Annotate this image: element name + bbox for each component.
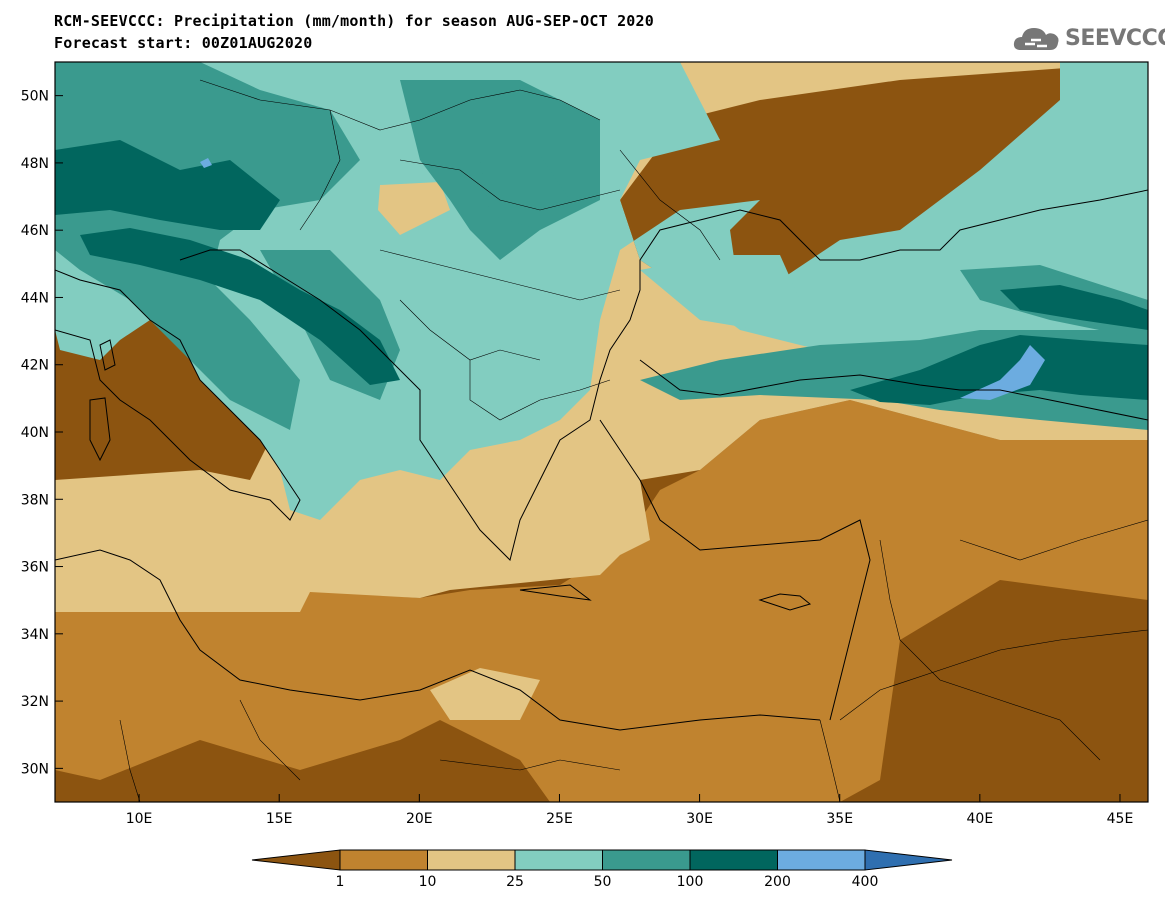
lon-tick-label: 40E	[967, 811, 994, 827]
colorbar-label: 25	[506, 874, 524, 890]
lon-tick-label: 10E	[126, 811, 153, 827]
lon-tick-label: 30E	[686, 811, 713, 827]
lon-tick-label: 35E	[826, 811, 853, 827]
map-title: RCM-SEEVCCC: Precipitation (mm/month) fo…	[54, 12, 654, 30]
colorbar-label: 400	[851, 874, 879, 890]
colorbar-label: 10	[418, 874, 437, 890]
colorbar	[251, 849, 953, 871]
lat-tick-label: 36N	[21, 560, 49, 576]
colorbar-label: 1	[335, 874, 345, 890]
lat-tick-label: 44N	[21, 290, 49, 306]
country-borders	[119, 79, 1148, 802]
forecast-start: Forecast start: 00Z01AUG2020	[54, 34, 313, 52]
lat-tick-label: 50N	[21, 89, 49, 105]
colorbar-swatch	[777, 849, 866, 871]
seevccc-logo: SEEVCCC	[1011, 22, 1165, 56]
lon-tick-label: 15E	[266, 811, 293, 827]
lon-tick-label: 25E	[546, 811, 573, 827]
lon-axis: 10E 15E 20E 25E 30E 35E 40E 45E	[126, 794, 1134, 827]
lat-tick-label: 30N	[21, 761, 49, 777]
lon-tick-label: 20E	[406, 811, 433, 827]
logo-text: SEEVCCC	[1065, 26, 1165, 51]
lon-tick-label: 45E	[1107, 811, 1134, 827]
colorbar-label: 200	[764, 874, 791, 890]
colorbar-over-arrow	[864, 849, 953, 871]
lat-tick-label: 38N	[21, 492, 49, 508]
lat-tick-label: 40N	[21, 425, 49, 441]
colorbar-swatch	[427, 849, 516, 871]
cloud-icon	[1013, 28, 1059, 50]
colorbar-label: 100	[676, 874, 704, 890]
lat-tick-label: 32N	[21, 694, 49, 710]
colorbar-label: 50	[593, 874, 612, 890]
coastlines	[55, 189, 1148, 731]
lat-tick-label: 34N	[21, 627, 49, 643]
map-fields	[55, 62, 1148, 802]
colorbar-under-arrow	[251, 849, 341, 871]
colorbar-swatch	[602, 849, 691, 871]
lat-tick-label: 42N	[21, 358, 49, 374]
colorbar-swatch	[514, 849, 603, 871]
colorbar-swatch	[689, 849, 778, 871]
lat-tick-label: 48N	[21, 156, 49, 172]
lat-tick-label: 46N	[21, 223, 49, 239]
colorbar-swatch	[339, 849, 428, 871]
lat-axis: 50N 48N 46N 44N 42N 40N 38N 36N 34N 32N 30N	[21, 89, 63, 777]
